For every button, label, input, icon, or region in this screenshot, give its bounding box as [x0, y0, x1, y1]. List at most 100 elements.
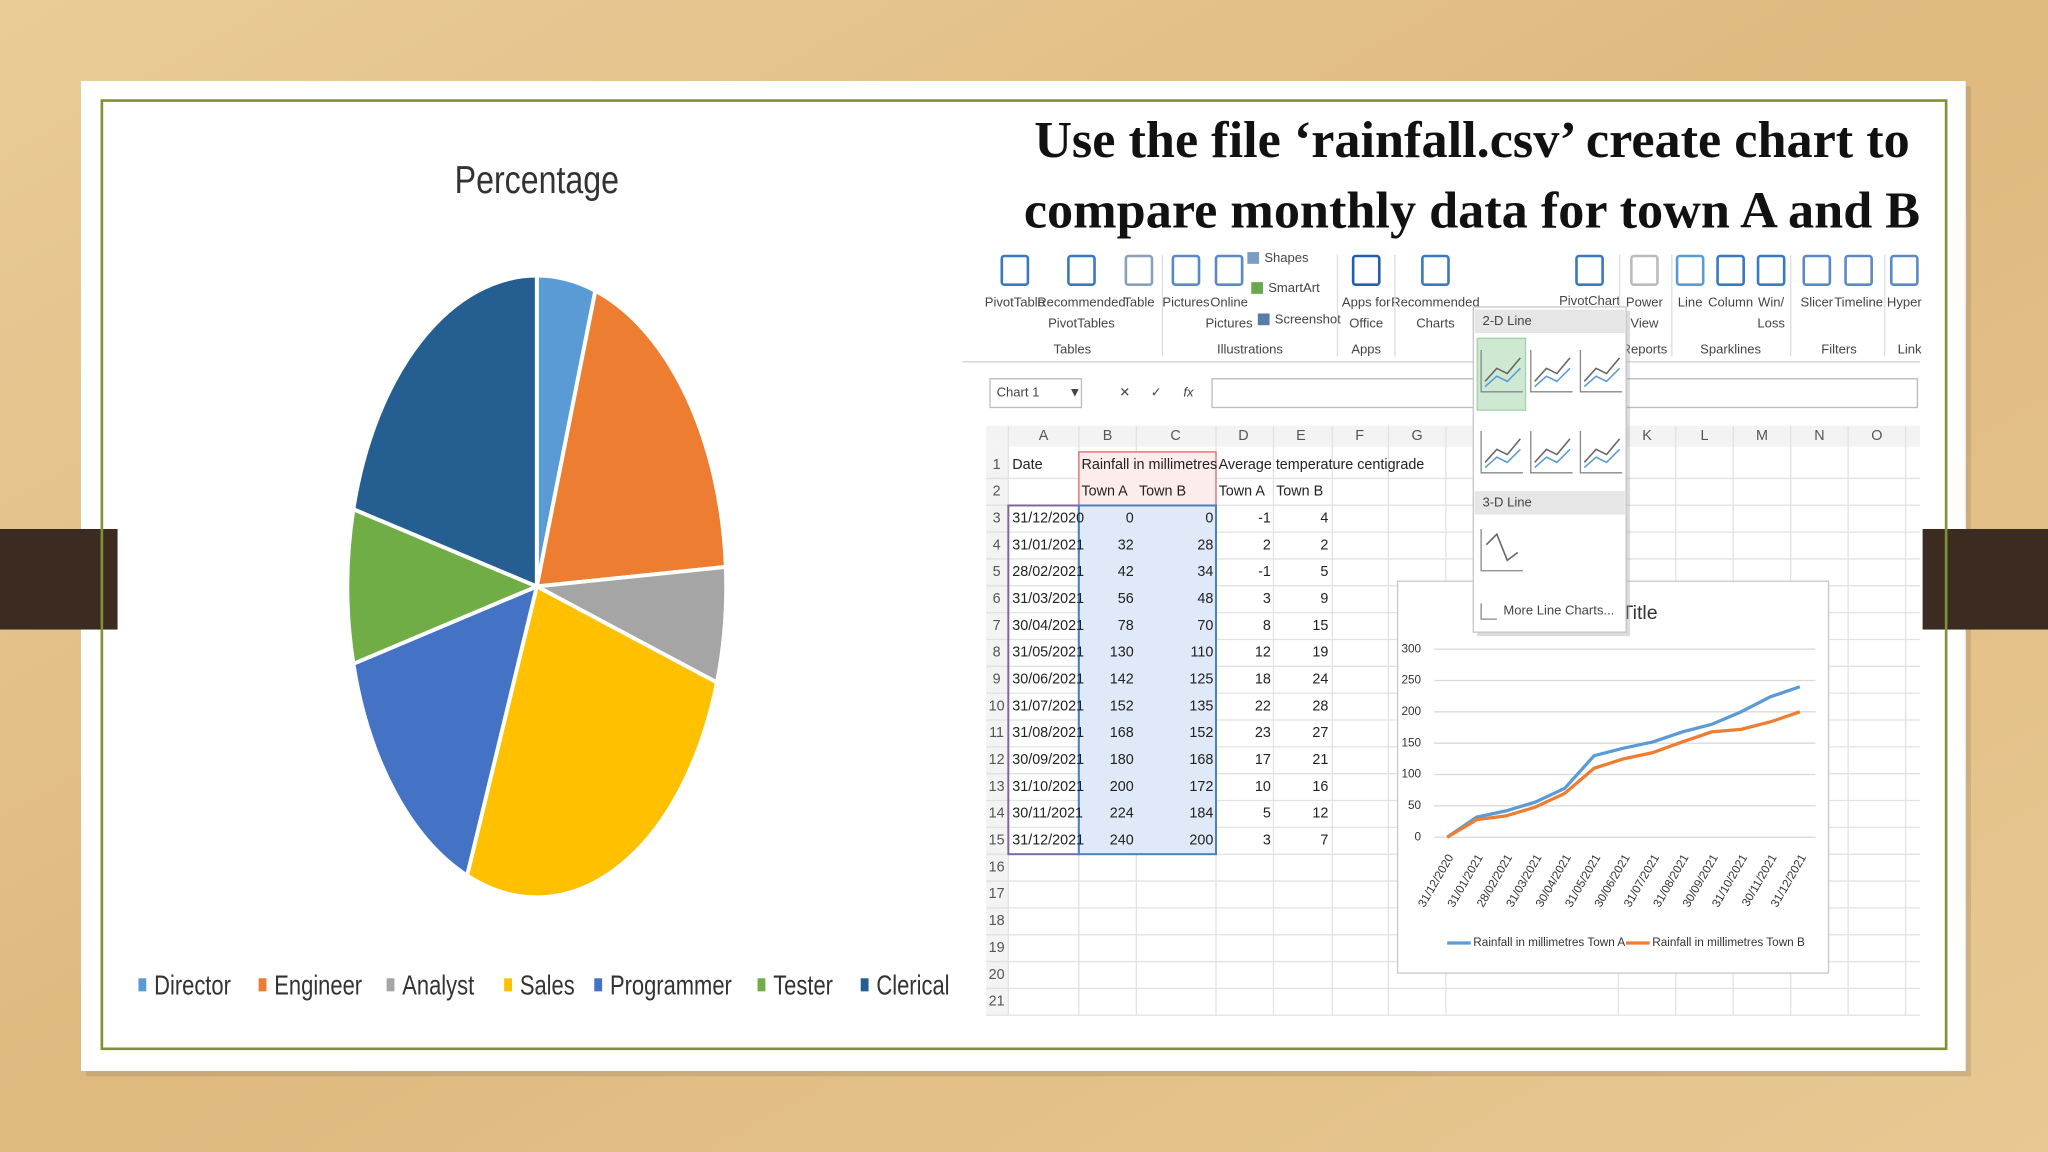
data-cell: 56: [1118, 591, 1134, 607]
data-cell: 31/03/2021: [1012, 591, 1084, 607]
data-line: [1446, 685, 1801, 839]
menu-link[interactable]: More Line Charts...: [1503, 603, 1614, 618]
chart-type-icon[interactable]: [1579, 431, 1623, 474]
name-box-text: Chart 1: [997, 385, 1040, 400]
chart-type-icon[interactable]: [1530, 350, 1573, 393]
data-cell: 34: [1197, 564, 1213, 580]
column-header-bar: [986, 425, 1920, 447]
data-cell: 31/08/2021: [1012, 725, 1084, 741]
data-cell: 31/05/2021: [1012, 645, 1084, 661]
data-cell: 22: [1255, 698, 1271, 714]
ribbon-label: Timeline: [1834, 294, 1883, 309]
ribbon-icon: [1575, 254, 1604, 287]
row-number: 10: [989, 698, 1005, 714]
ribbon-group: Apps: [1351, 341, 1381, 356]
ribbon-label: Recommended: [1391, 294, 1479, 309]
data-cell: 17: [1255, 752, 1271, 768]
ribbon-icon: [1124, 254, 1154, 287]
ribbon-group: Reports: [1622, 341, 1668, 356]
data-cell: 9: [1320, 591, 1328, 607]
legend-swatch: [504, 978, 512, 992]
chart-type-icon[interactable]: [1480, 350, 1523, 393]
data-cell: 21: [1312, 752, 1328, 768]
data-cell: 3: [1263, 591, 1271, 607]
row-number: 2: [993, 484, 1001, 500]
chart-type-line: [1484, 357, 1521, 382]
chart-type-line: [1583, 448, 1621, 469]
ribbon-label: Recommended: [1037, 294, 1125, 309]
row-number: 21: [989, 994, 1005, 1010]
data-cell: 31/07/2021: [1012, 698, 1084, 714]
pie-slice: [534, 287, 728, 589]
chart-type-icon: [1480, 603, 1497, 620]
ribbon-label: Win/: [1758, 294, 1784, 309]
data-cell: 2: [1263, 537, 1271, 553]
chart-type-icon[interactable]: [1480, 431, 1523, 474]
header-highlight: [1078, 451, 1217, 507]
row-number: 16: [989, 859, 1005, 875]
data-cell: 152: [1189, 725, 1213, 741]
data-cell: 70: [1197, 618, 1213, 634]
chart-type-icon[interactable]: [1530, 431, 1573, 474]
right-tab: [1922, 528, 2048, 630]
row-header-bar: [986, 446, 1009, 1015]
row-number: 3: [993, 510, 1001, 526]
ribbon-label: Office: [1349, 315, 1383, 330]
data-cell: 130: [1110, 645, 1134, 661]
legend-swatch: [386, 978, 395, 992]
data-cell: 32: [1118, 537, 1134, 553]
data-cell: 7: [1320, 833, 1328, 849]
y-tick-label: 300: [1401, 642, 1421, 655]
row-number: 7: [993, 618, 1001, 634]
data-cell: 78: [1118, 618, 1134, 634]
ribbon-label: PivotTable: [985, 294, 1045, 309]
ribbon-label: PivotTables: [1048, 315, 1115, 330]
ribbon-label: Table: [1123, 294, 1154, 309]
ribbon-label: Slicer: [1801, 294, 1834, 309]
legend-label: Rainfall in millimetres Town B: [1652, 936, 1805, 949]
line-menu: 2-D Line 3-D Line More Line Charts...: [1472, 306, 1631, 637]
legend-swatch: [757, 978, 766, 992]
data-cell: 142: [1110, 672, 1134, 688]
data-cell: 240: [1110, 833, 1134, 849]
chart-type-icon[interactable]: [1480, 528, 1523, 572]
data-cell: 31/12/2021: [1012, 833, 1084, 849]
row-number: 12: [989, 752, 1005, 768]
chart-type-line: [1534, 448, 1571, 469]
ribbon-icon: [1844, 254, 1873, 287]
data-cell: 28: [1197, 537, 1213, 553]
line-chart-box: [1396, 580, 1830, 974]
row-number: 14: [989, 806, 1005, 822]
column-letter: G: [1412, 428, 1423, 444]
chart-type-line: [1583, 438, 1621, 463]
ribbon-icon: [1802, 254, 1832, 287]
enter-icon: ✓: [1151, 385, 1162, 400]
data-cell: 152: [1110, 698, 1134, 714]
y-tick-label: 250: [1401, 674, 1421, 687]
data-cell: 8: [1263, 618, 1271, 634]
ribbon-icon: [1214, 254, 1244, 287]
data-cell: 19: [1312, 645, 1328, 661]
cancel-icon: ✕: [1119, 385, 1130, 400]
column-letter: O: [1871, 428, 1882, 444]
column-letter: D: [1238, 428, 1248, 444]
column-letter: F: [1355, 428, 1364, 444]
data-cell: 48: [1197, 591, 1213, 607]
ribbon-label: Pictures: [1205, 315, 1253, 330]
data-cell: 31/10/2021: [1012, 779, 1084, 795]
data-cell: 5: [1263, 806, 1271, 822]
chart-type-line: [1583, 357, 1621, 382]
ribbon-label: Hyper: [1887, 294, 1922, 309]
header-cell: Town B: [1276, 484, 1323, 500]
data-cell: 30/11/2021: [1012, 806, 1083, 822]
column-letter: L: [1700, 428, 1708, 444]
data-cell: 24: [1312, 672, 1328, 688]
data-cell: 16: [1312, 779, 1328, 795]
chart-type-icon[interactable]: [1579, 350, 1623, 393]
row-number: 17: [989, 886, 1005, 902]
ribbon-label: Line: [1678, 294, 1703, 309]
ribbon-label: Column: [1708, 294, 1753, 309]
data-line: [1446, 710, 1801, 839]
row-number: 19: [989, 940, 1005, 956]
